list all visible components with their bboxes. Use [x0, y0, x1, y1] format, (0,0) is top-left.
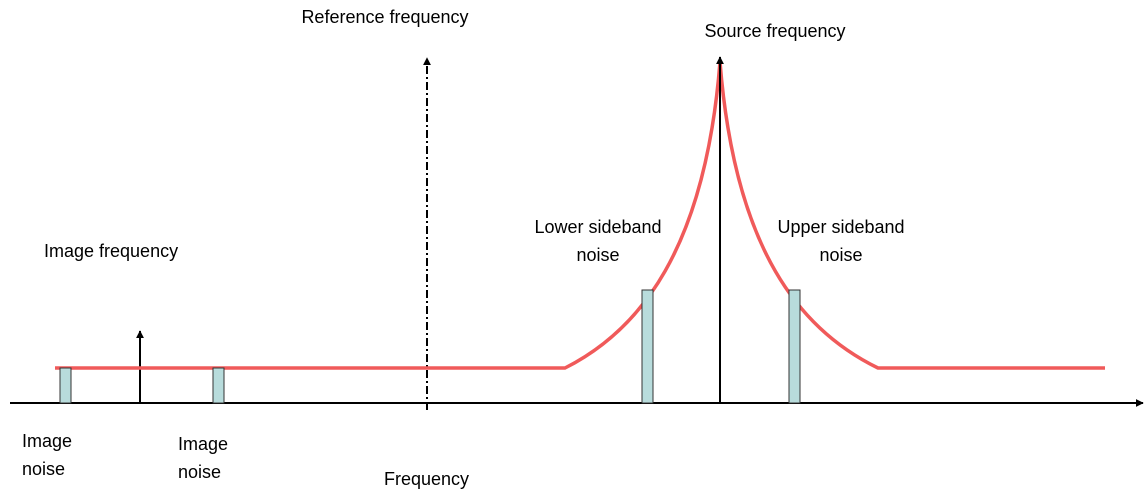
upper-sideband-bar — [788, 289, 801, 404]
label: Lower sideband — [534, 217, 661, 237]
label: noise — [576, 245, 619, 265]
noise-spectrum — [55, 61, 1105, 370]
label: Source frequency — [704, 21, 845, 41]
label: noise — [819, 245, 862, 265]
label: Reference frequency — [301, 7, 468, 27]
image-noise-bar — [59, 367, 72, 404]
label: noise — [22, 459, 65, 479]
label: Upper sideband — [777, 217, 904, 237]
lower-sideband-bar — [641, 289, 654, 404]
label: Image — [22, 431, 72, 451]
axis-label: Frequency — [384, 469, 469, 489]
label: Image frequency — [44, 241, 178, 261]
label: noise — [178, 462, 221, 482]
image-noise-bar — [212, 367, 225, 404]
label: Image — [178, 434, 228, 454]
